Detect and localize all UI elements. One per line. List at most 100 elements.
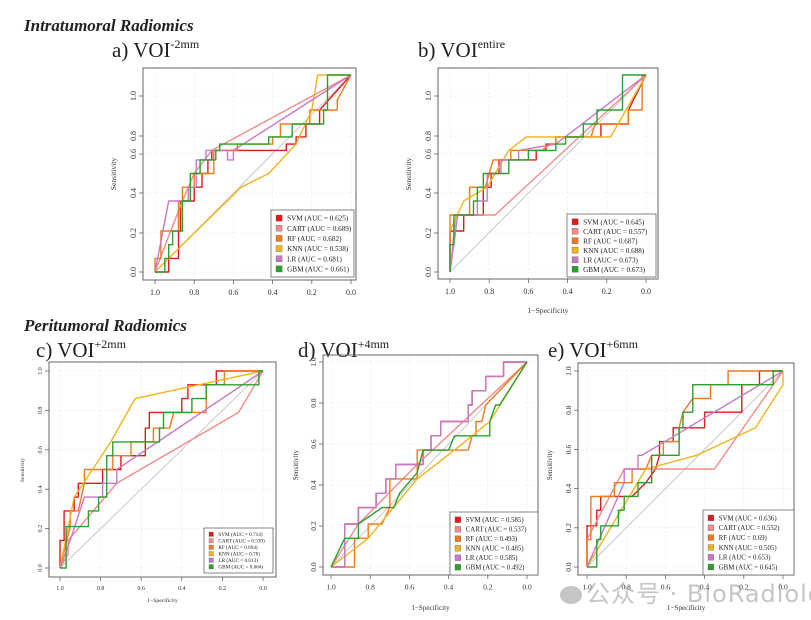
y-tick-label: 0.2 bbox=[129, 228, 138, 238]
y-tick-label: 0.6 bbox=[309, 439, 318, 449]
legend-swatch-rf bbox=[275, 235, 283, 242]
x-tick-label: 1.0 bbox=[56, 586, 64, 592]
legend-label-cart: CART (AUC = 0.539) bbox=[218, 538, 265, 545]
roc-curve-lr bbox=[59, 370, 264, 569]
y-tick-label: 1.0 bbox=[564, 366, 573, 376]
legend-label-knn: KNN (AUC = 0.485) bbox=[466, 546, 524, 553]
panel-label: b) bbox=[418, 38, 436, 62]
x-tick-label: 0.6 bbox=[405, 583, 415, 592]
panel-voi: VOI bbox=[569, 338, 607, 362]
legend: SVM (AUC = 0.585) CART (AUC = 0.537) RF (A… bbox=[449, 511, 539, 576]
panel-title-d: d) VOI+4mm bbox=[298, 337, 389, 363]
y-tick-label: 0.0 bbox=[424, 267, 433, 277]
y-tick-label: 0.8 bbox=[309, 398, 318, 408]
roc-chart-e: 1.0 0.8 0.6 0.4 0.2 0.0 0.0 0.2 0.4 0.6 0.8 1.0 Sens… bbox=[546, 362, 795, 612]
roc-curve-gbm bbox=[60, 370, 263, 569]
legend-label-svm: SVM (AUC = 0.645) bbox=[583, 218, 645, 226]
y-tick-label: 0.2 bbox=[424, 228, 433, 238]
panel-voi-sup: +6mm bbox=[606, 337, 638, 351]
legend-swatch-rf bbox=[707, 534, 714, 541]
legend-label-rf: RF (AUC = 0.694) bbox=[218, 544, 258, 551]
legend-swatch-knn bbox=[454, 545, 461, 552]
legend-swatch-cart bbox=[208, 538, 214, 544]
y-tick-label: 0.0 bbox=[129, 267, 138, 277]
roc-curve-rf bbox=[449, 74, 646, 272]
legend-swatch-svm bbox=[571, 218, 579, 225]
legend-swatch-cart bbox=[571, 228, 579, 235]
legend-label-cart: CART (AUC = 0.689) bbox=[287, 225, 352, 233]
y-tick-label: 0.2 bbox=[309, 521, 318, 531]
legend-swatch-knn bbox=[707, 544, 714, 551]
panel-title-b: b) VOIentire bbox=[418, 37, 505, 63]
roc-curve-gbm bbox=[330, 361, 528, 568]
y-tick-label: 0.4 bbox=[309, 480, 318, 490]
legend-label-gbm: GBM (AUC = 0.673) bbox=[583, 266, 646, 274]
legend-label-lr: LR (AUC = 0.613) bbox=[218, 557, 258, 564]
legend-label-knn: KNN (AUC = 0.505) bbox=[719, 545, 777, 552]
y-axis-label: Sensitivity bbox=[292, 449, 300, 480]
legend-swatch-gbm bbox=[208, 564, 214, 570]
x-axis-label: 1−Specificity bbox=[528, 306, 569, 315]
x-tick-label: 0.8 bbox=[97, 586, 105, 592]
roc-curve-knn bbox=[330, 361, 528, 568]
x-tick-label: 0.6 bbox=[523, 287, 533, 296]
legend-swatch-lr bbox=[707, 554, 714, 561]
panel-voi: VOI bbox=[57, 338, 95, 362]
x-tick-label: 0.4 bbox=[563, 287, 573, 296]
y-tick-label: 0.8 bbox=[564, 405, 573, 415]
legend-label-knn: KNN (AUC = 0.78) bbox=[218, 551, 260, 558]
legend-label-lr: LR (AUC = 0.673) bbox=[583, 256, 638, 264]
y-tick-label: 0.0 bbox=[309, 562, 318, 572]
panel-voi: VOI bbox=[440, 38, 478, 62]
legend-swatch-cart bbox=[707, 524, 714, 531]
x-tick-label: 0.8 bbox=[366, 583, 376, 592]
y-tick-label: 0.6 bbox=[564, 444, 573, 454]
watermark-text: 公众号 · BioRadiology bbox=[586, 580, 811, 608]
legend-swatch-cart bbox=[275, 225, 283, 232]
x-tick-label: 0.6 bbox=[661, 583, 671, 592]
y-tick-label: 0.4 bbox=[38, 485, 44, 493]
y-axis-label: Sensitivity bbox=[20, 458, 26, 482]
plot-frame bbox=[322, 354, 539, 576]
y-axis-label: Sensitivity bbox=[404, 158, 413, 191]
y-tick-label: 0.8 bbox=[424, 131, 433, 141]
y-tick-label: 0.6 bbox=[424, 149, 433, 159]
x-tick-label: 1.0 bbox=[150, 288, 160, 297]
x-tick-label: 0.8 bbox=[189, 288, 199, 297]
legend: SVM (AUC = 0.714)CART (AUC = 0.539)RF (A… bbox=[203, 527, 274, 574]
legend-swatch-cart bbox=[454, 526, 461, 533]
legend-label-cart: CART (AUC = 0.557) bbox=[583, 228, 648, 236]
legend-box bbox=[702, 509, 795, 576]
y-tick-label: 1.0 bbox=[424, 91, 433, 101]
legend-label-svm: SVM (AUC = 0.636) bbox=[719, 515, 777, 522]
roc-curve-knn bbox=[449, 74, 647, 232]
legend: SVM (AUC = 0.625) CART (AUC = 0.689) RF (A… bbox=[270, 209, 355, 278]
legend-label-rf: RF (AUC = 0.687) bbox=[583, 237, 638, 245]
roc-curve-svm bbox=[155, 74, 352, 273]
y-tick-label: 0.2 bbox=[564, 523, 573, 533]
panel-label: c) bbox=[36, 338, 53, 362]
y-axis-label: Sensitivity bbox=[546, 449, 554, 480]
legend-box bbox=[449, 511, 539, 576]
roc-chart-a: 1.0 0.8 0.6 0.4 0.2 0.0 0.0 0.2 0.4 0.6 0.8 1.0 Sens… bbox=[109, 67, 357, 297]
legend-swatch-lr bbox=[571, 256, 579, 263]
y-tick-label: 0.4 bbox=[129, 188, 138, 198]
x-tick-label: 0.0 bbox=[346, 288, 356, 297]
chance-diagonal bbox=[59, 370, 264, 569]
x-axis-label: 1−Specificity bbox=[667, 604, 706, 612]
y-tick-label: 0.4 bbox=[424, 188, 433, 198]
panel-voi-sup: +2mm bbox=[94, 337, 126, 351]
legend-swatch-rf bbox=[208, 544, 214, 550]
x-tick-label: 0.0 bbox=[522, 583, 532, 592]
x-tick-label: 0.2 bbox=[219, 586, 227, 592]
plot-frame bbox=[142, 67, 357, 281]
y-tick-label: 0.0 bbox=[564, 562, 573, 572]
legend-label-gbm: GBM (AUC = 0.492) bbox=[466, 565, 525, 572]
legend-box bbox=[566, 213, 657, 278]
panel-label: e) bbox=[548, 338, 565, 362]
legend-swatch-svm bbox=[275, 214, 283, 222]
legend-label-lr: LR (AUC = 0.653) bbox=[719, 555, 771, 562]
x-tick-label: 0.4 bbox=[444, 583, 454, 592]
section-title-intratumoral: Intratumoral Radiomics bbox=[24, 16, 194, 35]
